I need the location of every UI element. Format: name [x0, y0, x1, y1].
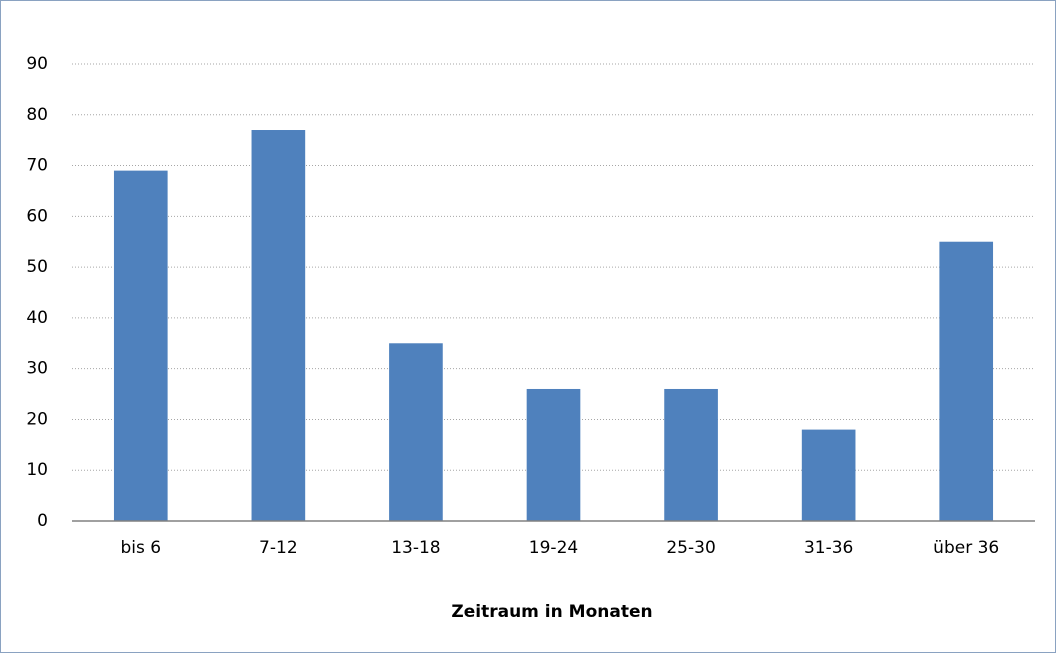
bar	[939, 241, 994, 521]
y-tick-label: 80	[26, 105, 48, 125]
bar	[251, 130, 306, 521]
y-tick-label: 60	[26, 206, 48, 226]
y-tick-label: 40	[26, 308, 48, 328]
bar	[801, 429, 856, 521]
y-tick-label: 20	[26, 409, 48, 429]
y-tick-label: 90	[26, 54, 48, 74]
y-tick-label: 10	[26, 460, 48, 480]
x-tick-label: bis 6	[120, 538, 161, 558]
bar	[664, 388, 718, 521]
y-tick-label: 70	[26, 156, 48, 176]
x-tick-label: 19-24	[529, 538, 578, 558]
x-tick-label: 7-12	[259, 538, 298, 558]
x-tick-label: 13-18	[391, 538, 440, 558]
bar	[526, 388, 581, 521]
y-tick-label: 0	[37, 511, 48, 531]
x-tick-label: über 36	[933, 538, 999, 558]
x-axis-label: Zeitraum in Monaten	[451, 602, 652, 622]
x-tick-label: 25-30	[666, 538, 715, 558]
bar	[389, 343, 443, 521]
y-tick-label: 30	[26, 359, 48, 379]
bar	[113, 170, 168, 521]
x-tick-label: 31-36	[804, 538, 853, 558]
y-tick-label: 50	[26, 257, 48, 277]
